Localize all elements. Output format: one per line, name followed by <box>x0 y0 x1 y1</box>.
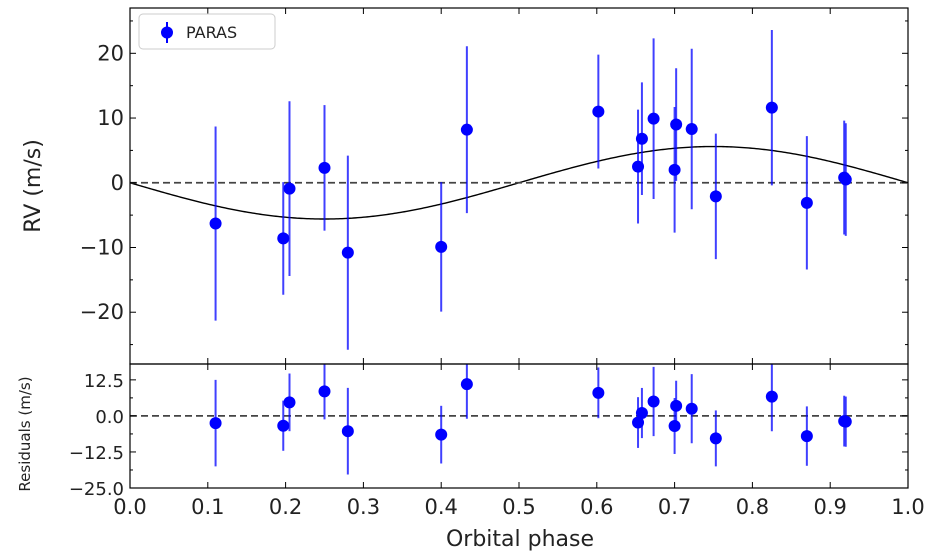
rv-point-10 <box>647 112 660 125</box>
rv-point-9 <box>635 132 648 145</box>
rv-point-4 <box>341 246 354 259</box>
x-tick-label-10: 1.0 <box>891 495 924 519</box>
residuals-panel: 12.50.0−12.5−25.0 0.0 0.1 0.2 0.3 0.4 0.5 0.6 0… <box>16 363 925 552</box>
rv-point-2 <box>283 182 296 195</box>
residual-point-14 <box>709 432 722 445</box>
rv-point-13 <box>685 123 698 136</box>
residual-point-10 <box>647 395 660 408</box>
rv-point-15 <box>765 101 778 114</box>
rv-point-1 <box>277 232 290 245</box>
rv-plot-area <box>130 30 908 350</box>
residual-point-3 <box>318 385 331 398</box>
rv-point-12 <box>670 118 683 131</box>
legend-label: PARAS <box>186 23 237 42</box>
rv-point-7 <box>592 105 605 118</box>
rv-ytick-label-4: −20 <box>80 300 124 324</box>
residuals-y-ticks: 12.5 0.0 −12.5 −25.0 <box>69 364 909 500</box>
x-tick-label-8: 0.8 <box>736 495 769 519</box>
x-tick-label-6: 0.6 <box>580 495 613 519</box>
x-tick-label-4: 0.4 <box>424 495 457 519</box>
residual-point-0 <box>209 417 222 430</box>
legend-box <box>138 13 276 50</box>
residual-point-15 <box>765 390 778 403</box>
x-axis-label: Orbital phase <box>446 527 594 552</box>
residual-ytick-label-0: 12.5 <box>84 371 124 392</box>
residual-point-16 <box>800 430 813 443</box>
residual-point-13 <box>685 402 698 415</box>
residuals-marks <box>130 364 908 475</box>
rv-point-16 <box>800 196 813 209</box>
rv-ytick-label-3: −10 <box>80 235 124 259</box>
residuals-y-axis-label: Residuals (m/s) <box>16 376 34 491</box>
rv-point-18 <box>839 173 852 186</box>
residual-point-2 <box>283 396 296 409</box>
rv-ytick-label-2: 0 <box>111 171 124 195</box>
rv-ytick-label-0: 20 <box>97 41 124 65</box>
residual-point-9 <box>635 407 648 420</box>
x-tick-label-2: 0.2 <box>269 495 302 519</box>
rv-point-3 <box>318 161 331 174</box>
residual-point-18 <box>839 415 852 428</box>
rv-marks <box>130 30 908 350</box>
rv-point-14 <box>709 190 722 203</box>
rv-panel-frame <box>129 7 909 365</box>
residual-ytick-label-3: −25.0 <box>69 479 124 500</box>
rv-y-ticks: 20 10 0 −10 −20 <box>80 8 909 364</box>
x-tick-label-3: 0.3 <box>347 495 380 519</box>
rv-point-5 <box>435 240 448 253</box>
x-tick-label-1: 0.1 <box>191 495 224 519</box>
x-tick-label-0: 0.0 <box>113 495 146 519</box>
legend: PARAS <box>138 13 276 50</box>
rv-point-11 <box>668 163 681 176</box>
residual-point-1 <box>277 419 290 432</box>
residual-point-4 <box>341 425 354 438</box>
residual-point-7 <box>592 386 605 399</box>
residual-point-12 <box>670 399 683 412</box>
residual-point-6 <box>460 378 473 391</box>
x-ticks: 0.0 0.1 0.2 0.3 0.4 0.5 0.6 0.7 0.8 0.9 1.0 <box>113 495 924 519</box>
x-tick-label-5: 0.5 <box>502 495 535 519</box>
residual-point-5 <box>435 428 448 441</box>
rv-ytick-label-1: 10 <box>97 106 124 130</box>
rv-y-axis-label: RV (m/s) <box>21 139 46 233</box>
rv-panel: 20 10 0 −10 −20 RV (m/s) PARAS <box>21 7 909 365</box>
residual-plot-area <box>130 364 908 475</box>
residual-ytick-label-2: −12.5 <box>69 443 124 464</box>
residual-ytick-label-1: 0.0 <box>95 407 124 428</box>
rv-point-0 <box>209 217 222 230</box>
legend-marker-dot <box>161 26 173 39</box>
x-tick-label-7: 0.7 <box>658 495 691 519</box>
residual-point-11 <box>668 420 681 432</box>
rv-point-6 <box>460 123 473 136</box>
residuals-panel-frame <box>129 363 909 489</box>
x-tick-label-9: 0.9 <box>813 495 846 519</box>
